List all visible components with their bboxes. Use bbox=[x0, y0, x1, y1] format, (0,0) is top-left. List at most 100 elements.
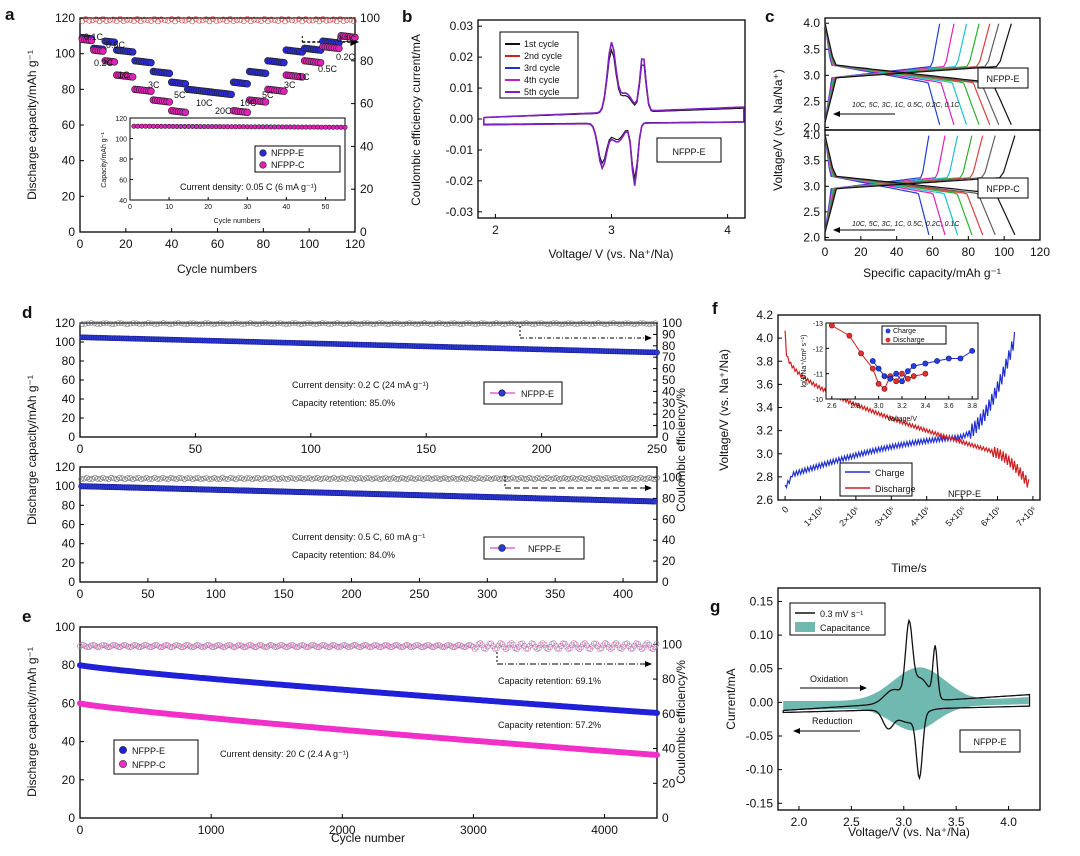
y-tick-label: 20 bbox=[62, 189, 76, 203]
efficiency-point bbox=[326, 17, 333, 24]
y-axis-label-g: Current/mA bbox=[724, 668, 738, 729]
efficiency-point bbox=[534, 475, 541, 481]
efficiency-point bbox=[212, 643, 219, 650]
efficiency-point bbox=[117, 644, 124, 650]
legend-marker-nfpp-c bbox=[259, 161, 267, 169]
efficiency-point bbox=[649, 646, 656, 652]
efficiency-point bbox=[220, 16, 227, 23]
efficiency-point bbox=[538, 320, 545, 326]
efficiency-point bbox=[320, 475, 326, 482]
efficiency-point bbox=[466, 474, 473, 481]
legend-box bbox=[881, 325, 947, 345]
rate-label: 3C bbox=[148, 80, 160, 90]
legend-marker-nfpp-c bbox=[119, 760, 127, 768]
efficiency-point bbox=[165, 17, 172, 24]
efficiency-point bbox=[387, 644, 394, 651]
y-tick-label: 2.6 bbox=[756, 493, 773, 507]
efficiency-point bbox=[340, 18, 347, 24]
efficiency-point bbox=[293, 476, 299, 483]
efficiency-point bbox=[247, 18, 254, 25]
sample-label-c-2: NFPP-C bbox=[986, 184, 1020, 194]
efficiency-point bbox=[319, 642, 326, 648]
efficiency-point bbox=[433, 320, 440, 327]
capacity-point-nfpp-c bbox=[110, 58, 119, 66]
efficiency-point bbox=[214, 476, 220, 482]
efficiency-point bbox=[200, 475, 207, 482]
y-tick-label: 120 bbox=[55, 316, 75, 330]
efficiency-point bbox=[499, 641, 506, 647]
efficiency-point bbox=[119, 475, 125, 481]
efficiency-point bbox=[331, 474, 337, 481]
efficiency-point bbox=[478, 320, 485, 326]
efficiency-point bbox=[393, 476, 400, 482]
efficiency-point bbox=[196, 321, 203, 327]
efficiency-point bbox=[493, 320, 500, 326]
efficiency-point bbox=[376, 644, 383, 650]
inset-discharge-point bbox=[875, 380, 882, 387]
panel-label-b: b bbox=[402, 7, 412, 26]
x-tick-label: 3.5 bbox=[948, 815, 965, 829]
efficiency-point bbox=[89, 476, 96, 482]
capacity-point-nfpp-c bbox=[335, 44, 343, 53]
efficiency-point bbox=[222, 475, 229, 482]
efficiency-point bbox=[561, 640, 568, 647]
efficiency-point bbox=[154, 321, 161, 327]
efficiency-point bbox=[379, 320, 386, 326]
annotation-oxidation: Oxidation bbox=[810, 674, 848, 684]
plot-frame-d-bottom bbox=[79, 466, 658, 583]
efficiency-point bbox=[141, 642, 148, 649]
x-tick-label: 2 bbox=[492, 223, 499, 237]
efficiency-point bbox=[271, 17, 278, 24]
efficiency-point bbox=[453, 476, 459, 482]
efficiency-point bbox=[130, 476, 136, 483]
x-tick-label: 4 bbox=[724, 223, 731, 237]
efficiency-point bbox=[233, 476, 239, 483]
efficiency-point bbox=[172, 642, 179, 649]
efficiency-point bbox=[431, 475, 438, 482]
annotation-retention-nfpp-c: Capacity retention: 57.2% bbox=[498, 720, 601, 730]
efficiency-point bbox=[343, 642, 350, 649]
charge-curve-f bbox=[784, 331, 1016, 490]
efficiency-point bbox=[226, 321, 233, 327]
efficiency-point bbox=[637, 474, 644, 481]
efficiency-point bbox=[544, 321, 551, 327]
efficiency-point bbox=[268, 475, 275, 482]
efficiency-point bbox=[550, 320, 557, 326]
y-tick-label: 20 bbox=[662, 407, 676, 421]
legend-marker-nfpp-e bbox=[259, 149, 267, 157]
capacity-point bbox=[654, 349, 660, 356]
efficiency-point bbox=[209, 644, 216, 650]
efficiency-point bbox=[235, 320, 242, 326]
efficiency-point bbox=[580, 641, 586, 648]
capacity-point-nfpp-c bbox=[261, 98, 270, 106]
y-tick-label: 120 bbox=[55, 460, 75, 474]
x-tick-label: 60 bbox=[211, 237, 225, 251]
x-tick-label: 40 bbox=[890, 245, 904, 259]
inset-x-tick-label: 30 bbox=[243, 204, 251, 211]
x-tick-label: 60 bbox=[926, 245, 940, 259]
efficiency-point bbox=[439, 320, 446, 327]
efficiency-point bbox=[514, 321, 521, 327]
y-tick-label: 0.05 bbox=[750, 662, 774, 676]
reduction-arrow-head bbox=[793, 728, 800, 734]
y-tick-label: 40 bbox=[62, 735, 76, 749]
legend-label-cycle-1: 1st cycle bbox=[524, 39, 559, 49]
x-axis-label-e: Cycle number bbox=[331, 831, 405, 845]
efficiency-point bbox=[127, 475, 134, 481]
efficiency-point bbox=[463, 320, 470, 326]
efficiency-point bbox=[613, 475, 620, 481]
efficiency-point bbox=[545, 475, 552, 481]
capacity-point-nfpp-c bbox=[351, 33, 359, 42]
efficiency-point bbox=[376, 320, 383, 326]
efficiency-point bbox=[354, 643, 361, 650]
efficiency-point bbox=[521, 475, 527, 482]
inset-y-axis-label: Capacity/mAh g⁻¹ bbox=[101, 132, 108, 188]
efficiency-point bbox=[484, 643, 491, 650]
efficiency-point bbox=[356, 644, 362, 651]
efficiency-point bbox=[203, 16, 209, 23]
efficiency-point bbox=[644, 640, 651, 647]
efficiency-point bbox=[275, 17, 282, 24]
efficiency-point bbox=[263, 474, 269, 481]
efficiency-point bbox=[178, 644, 184, 650]
efficiency-point bbox=[257, 642, 263, 648]
